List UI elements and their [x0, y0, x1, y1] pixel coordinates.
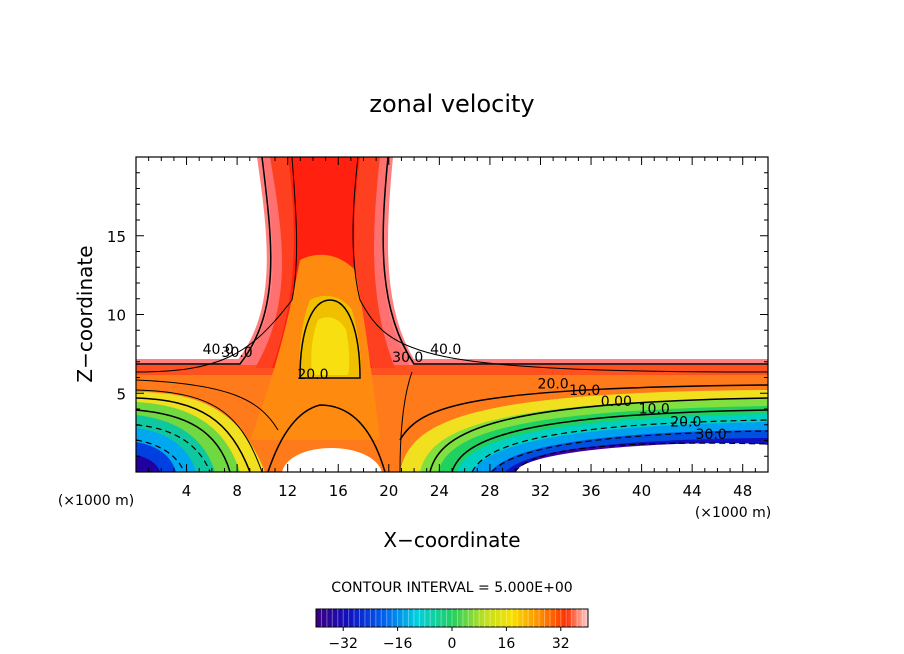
contour-label: 20.0 — [538, 377, 569, 393]
x-tick-label: 44 — [683, 482, 702, 500]
x-tick-label: 48 — [733, 482, 752, 500]
colorbar-tick-label: −32 — [328, 636, 358, 652]
contour-label: 20.0 — [297, 367, 328, 383]
contour-interval-label: CONTOUR INTERVAL = 5.000E+00 — [331, 580, 572, 596]
colorbar-tick-label: −16 — [383, 636, 413, 652]
rim-left — [136, 157, 273, 365]
contour-label: 0.00 — [601, 394, 632, 410]
plot-area — [135, 156, 769, 473]
x-tick-label: 24 — [430, 482, 449, 500]
contour-neg10 — [136, 424, 211, 472]
contour-neg10-r — [471, 419, 768, 472]
contour-mid-v — [399, 371, 413, 472]
x-tick-label: 32 — [531, 482, 550, 500]
x-tick-label: 16 — [329, 482, 348, 500]
bottom-bubble-center — [282, 448, 382, 472]
x-tick-label: 8 — [232, 482, 242, 500]
contour-label: 10.0 — [569, 383, 600, 399]
contour-10-r — [429, 397, 768, 472]
x-axis: 4 8 12 16 20 24 28 32 36 40 44 48 — [148, 157, 756, 500]
y-tick-label: 10 — [107, 307, 126, 325]
x-unit-right: (×1000 m) — [695, 505, 771, 521]
x-unit-left: (×1000 m) — [58, 493, 134, 509]
colorbar-tick-label: 0 — [448, 636, 457, 652]
contour-0 — [136, 409, 231, 472]
upper-white-left — [136, 157, 273, 365]
contour-label: 30.0 — [392, 350, 423, 366]
colorbar-stripes — [320, 609, 584, 627]
y-tick-label: 5 — [116, 385, 126, 403]
contour-labels: 40.030.020.030.0 40.020.0 10.00.00 10.020.0… — [203, 342, 727, 443]
contour-40 — [136, 157, 272, 365]
contour-30-r — [352, 157, 768, 373]
y-axis-title: Z−coordinate — [73, 245, 97, 382]
contour-20 — [299, 299, 361, 379]
bottom-bubble-right — [515, 443, 768, 472]
contour-10 — [136, 397, 251, 472]
contour-30 — [136, 157, 298, 373]
colorbar-tick-label: 16 — [497, 636, 515, 652]
contour-neg20 — [136, 439, 185, 472]
contour-20-r — [399, 384, 768, 441]
contour-mid-v2 — [267, 404, 386, 472]
colorbar-ticks: −32 −16 0 16 32 — [328, 627, 570, 652]
column-brightyellow — [311, 317, 350, 375]
contour-label: 30.0 — [696, 427, 727, 443]
contour-0-r — [451, 409, 768, 472]
left-basin-navy — [136, 455, 160, 472]
contour-label: 20.0 — [670, 414, 701, 430]
contour-40-r — [382, 157, 768, 365]
x-tick-label: 36 — [581, 482, 600, 500]
x-tick-label: 40 — [632, 482, 651, 500]
y-axis: 5 10 15 — [107, 172, 768, 457]
contour-label: 40.0 — [430, 342, 461, 358]
x-tick-label: 12 — [278, 482, 297, 500]
contour-20-l — [136, 379, 279, 431]
contour-label: 30.0 — [222, 345, 253, 361]
colorbar-tick-label: 32 — [552, 636, 570, 652]
x-tick-label: 28 — [480, 482, 499, 500]
x-tick-label: 20 — [379, 482, 398, 500]
colorbar: −32 −16 0 16 32 — [315, 608, 589, 652]
contour-neg30-r — [514, 442, 768, 472]
chart-title: zonal velocity — [369, 90, 534, 118]
upper-white-right — [386, 157, 768, 365]
x-tick-label: 4 — [182, 482, 192, 500]
x-axis-title: X−coordinate — [383, 528, 520, 552]
contour-lines — [136, 157, 768, 472]
contour-15 — [136, 389, 263, 472]
contour-fill — [136, 157, 768, 472]
contour-label: 40.0 — [203, 342, 234, 358]
contour-label: 10.0 — [639, 402, 670, 418]
y-tick-label: 15 — [107, 228, 126, 246]
